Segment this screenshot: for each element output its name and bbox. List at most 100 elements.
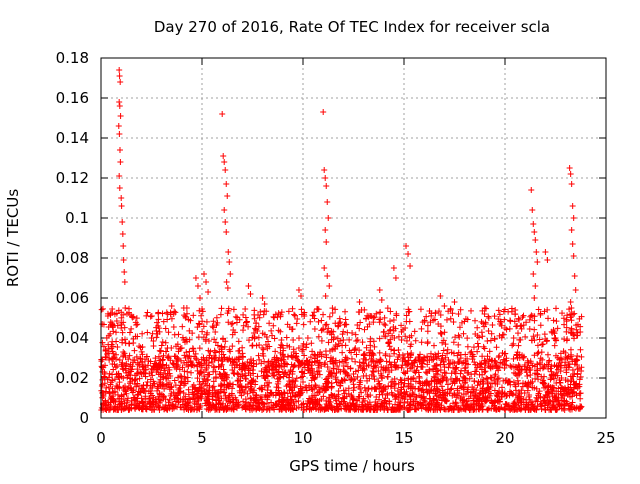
data-point [259, 330, 266, 337]
data-point [544, 351, 551, 358]
data-point [525, 393, 532, 400]
data-point [346, 399, 353, 406]
data-point [493, 344, 500, 351]
data-point [218, 344, 225, 351]
data-point [272, 348, 279, 355]
data-point [167, 372, 174, 379]
data-point [325, 215, 332, 221]
data-point [295, 358, 302, 365]
data-point [553, 337, 560, 344]
data-point [246, 337, 253, 344]
data-point [381, 403, 388, 410]
data-point [451, 360, 458, 367]
data-point [260, 372, 267, 379]
data-point [461, 318, 468, 325]
data-point [295, 398, 302, 405]
data-point [377, 356, 384, 363]
data-point [430, 373, 437, 380]
data-point [366, 321, 373, 328]
data-point [352, 331, 359, 338]
data-point [518, 387, 525, 394]
data-point [578, 364, 585, 371]
data-point [212, 349, 219, 356]
data-point [244, 390, 251, 397]
data-point [173, 361, 180, 368]
data-point [183, 402, 190, 409]
plot-frame [100, 57, 607, 419]
data-point [157, 371, 164, 378]
data-point [347, 377, 354, 384]
data-point [118, 203, 125, 209]
data-point [118, 325, 125, 331]
data-point [115, 123, 122, 129]
data-point [315, 368, 322, 375]
data-point [276, 371, 283, 378]
data-point [261, 403, 268, 410]
data-point [360, 365, 367, 372]
data-point [481, 323, 488, 330]
data-point [563, 318, 570, 325]
data-point [416, 374, 423, 381]
data-point [279, 399, 286, 406]
data-point [407, 365, 414, 372]
data-point [424, 361, 431, 368]
data-point [131, 372, 138, 379]
data-point [456, 324, 463, 331]
data-point [220, 366, 227, 373]
data-point [209, 359, 216, 365]
data-point [245, 365, 252, 372]
data-point [205, 289, 212, 295]
data-point [203, 356, 210, 363]
data-point [437, 366, 444, 373]
data-point [271, 354, 278, 361]
data-point [391, 359, 398, 366]
data-point [222, 403, 229, 410]
data-point [129, 363, 136, 370]
data-point [343, 369, 350, 376]
y-tick-label: 0.1 [65, 209, 89, 227]
data-point [239, 353, 246, 360]
data-point [545, 400, 552, 407]
data-point [447, 315, 454, 322]
y-tick-label: 0.14 [56, 129, 89, 147]
data-point [482, 359, 489, 366]
data-point [483, 398, 490, 405]
data-point [166, 380, 173, 387]
data-point [544, 306, 551, 313]
data-point [147, 358, 154, 365]
data-point [388, 379, 395, 386]
data-point [148, 335, 155, 341]
data-point [283, 383, 290, 390]
data-point [339, 331, 346, 338]
data-point [233, 403, 240, 410]
data-point [561, 406, 568, 413]
data-point [501, 406, 508, 413]
y-tick-labels: 0 0.02 0.04 0.06 0.08 0.1 0.12 0.14 0.16 0.18 [56, 49, 89, 427]
data-point [247, 356, 254, 363]
data-point [128, 313, 135, 320]
data-point [423, 313, 430, 320]
data-point [340, 387, 347, 394]
data-point [423, 386, 430, 393]
data-point [318, 317, 325, 324]
data-point [419, 394, 426, 401]
data-point [578, 353, 585, 360]
data-point [119, 329, 126, 336]
data-point [191, 399, 198, 406]
data-point [146, 370, 153, 377]
data-point [491, 313, 498, 320]
data-point [105, 406, 112, 413]
data-point [126, 329, 133, 336]
data-point [103, 406, 110, 413]
data-point [112, 406, 119, 413]
data-point [164, 344, 171, 351]
data-point [114, 391, 121, 398]
data-point [353, 397, 360, 404]
data-point [153, 319, 160, 326]
data-point [309, 368, 316, 375]
data-point [277, 341, 284, 348]
data-point [567, 353, 574, 360]
data-point [240, 389, 247, 396]
data-point [116, 67, 123, 73]
data-point [457, 370, 464, 377]
